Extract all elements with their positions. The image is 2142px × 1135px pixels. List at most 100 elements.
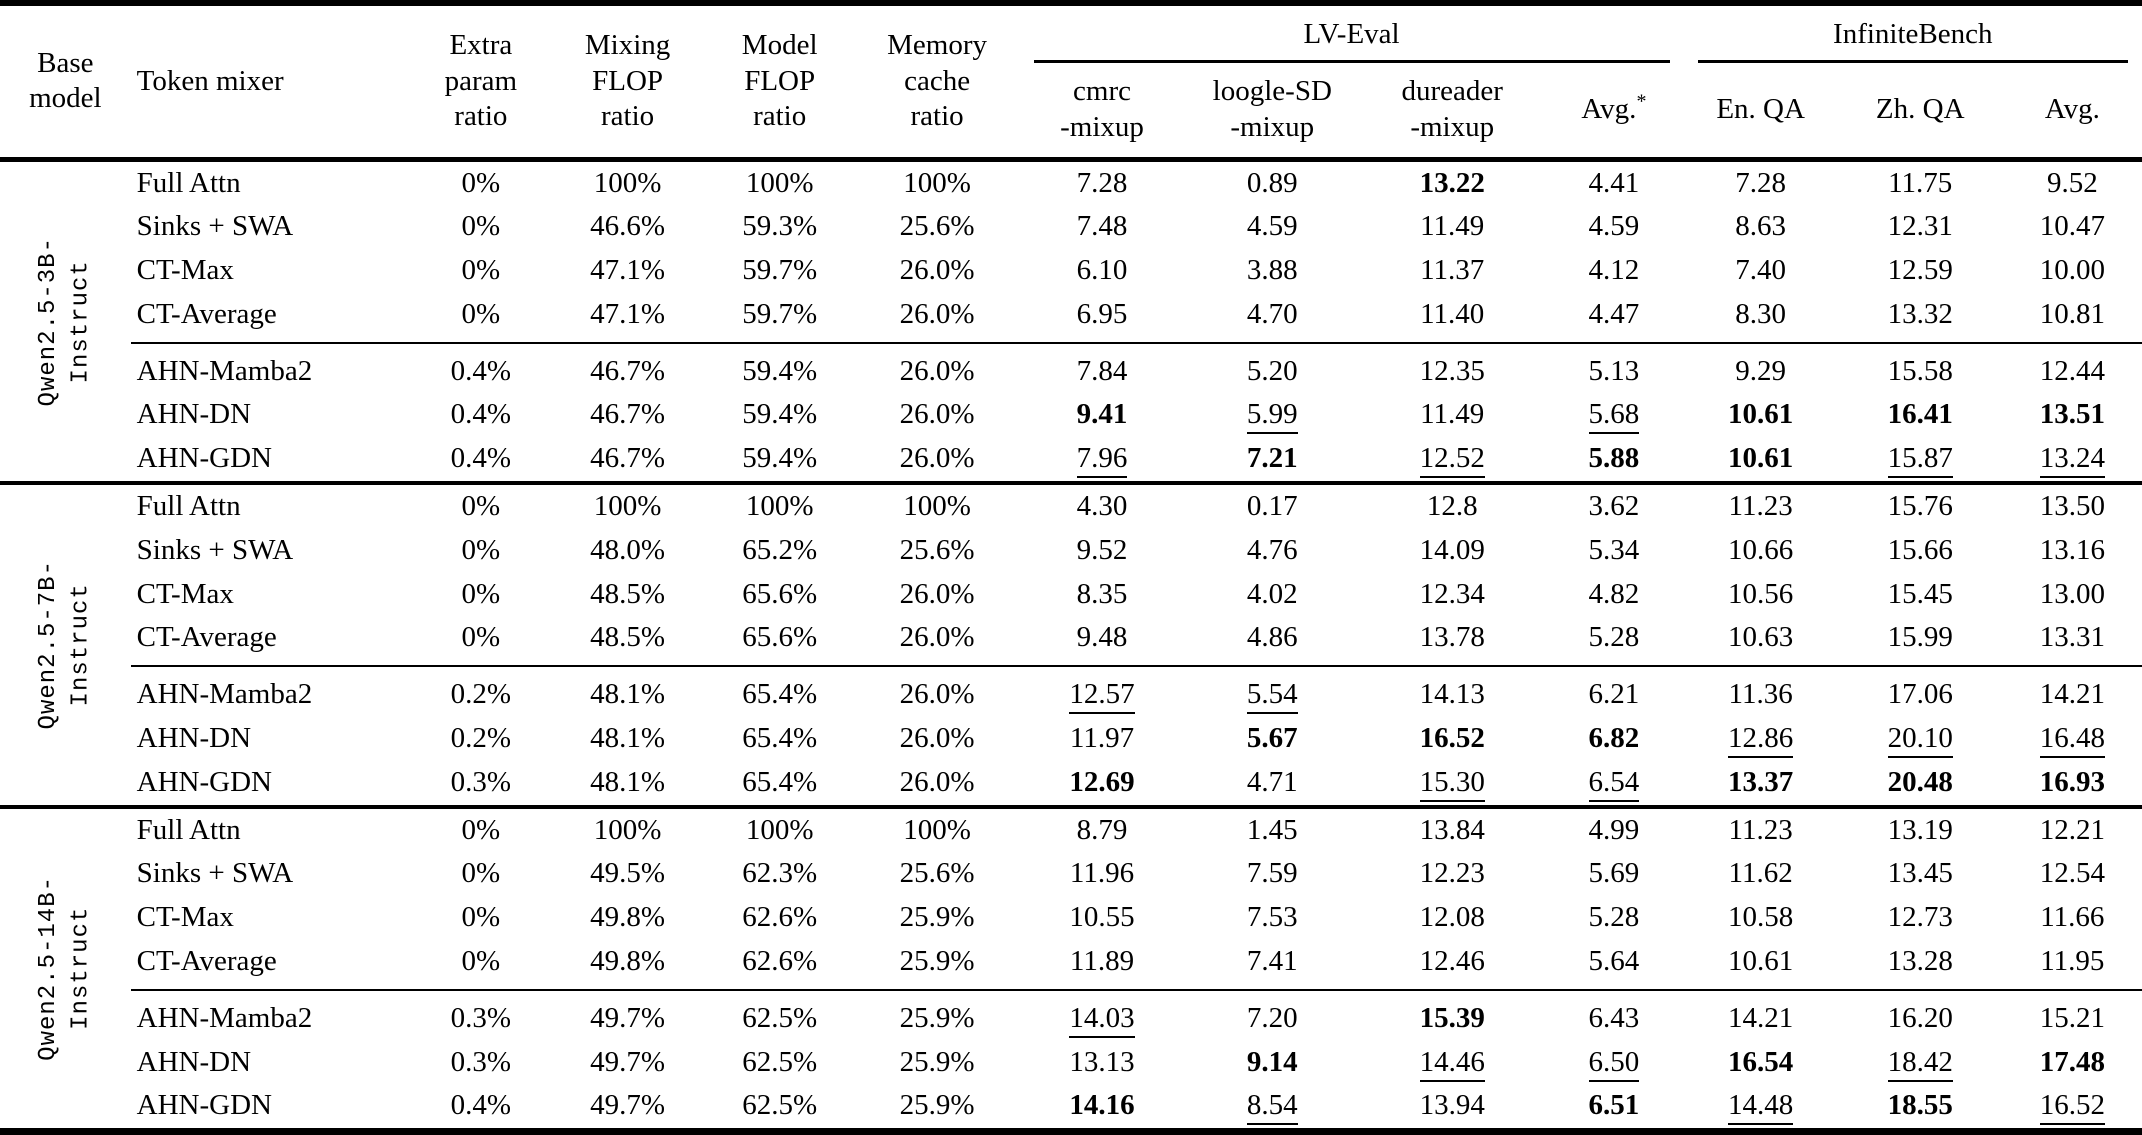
value-cell: 100% [903, 813, 971, 846]
value-cell: 9.52 [2046, 166, 2098, 199]
value-cell: 59.4% [742, 354, 818, 387]
value-cell: 0% [461, 577, 501, 610]
value-text: 20.48 [1887, 765, 1953, 798]
value-cell: 13.37 [1684, 761, 1838, 807]
value-cell: 48.5% [590, 577, 666, 610]
value-cell: 6.51 [1544, 1084, 1683, 1131]
value-cell: 13.22 [1360, 159, 1544, 205]
table-row: Qwen2.5-7B- Instruct Full Attn 0% 100% 100% 1… [0, 485, 2142, 730]
value-cell: 10.66 [1728, 533, 1794, 566]
value-cell: 14.09 [1419, 533, 1485, 566]
table-row: AHN-DN 0.2% 48.1% 65.4% 26.0% 11.97 5.67 16.52 6… [0, 717, 2142, 761]
value-cell: 14.16 [1020, 1084, 1185, 1131]
value-cell: 100% [593, 166, 662, 199]
value-cell: 1.45 [1246, 813, 1298, 846]
value-cell: 13.00 [2039, 577, 2105, 610]
value-cell: 11.40 [1420, 297, 1485, 330]
lv-eval-label: LV-Eval [1033, 18, 1670, 63]
value-cell: 17.48 [2003, 1041, 2142, 1085]
value-cell: 0% [461, 901, 501, 934]
column-header-extra-param-ratio: Extra param ratio [411, 3, 551, 162]
value-text: 16.52 [2039, 1089, 2105, 1126]
column-header-memory-cache-ratio: Memory cache ratio [854, 3, 1020, 162]
column-header-en-qa: En. QA [1683, 63, 1838, 162]
value-cell: 10.58 [1728, 901, 1794, 934]
value-text: 14.03 [1069, 1001, 1135, 1038]
value-cell: 10.56 [1728, 577, 1794, 610]
column-header-dureader-mixup: dureader -mixup [1360, 63, 1545, 162]
value-cell: 46.7% [590, 442, 666, 475]
base-model-label: Qwen2.5-14B- Instruct [34, 876, 95, 1061]
table-row: CT-Max 0% 49.8% 62.6% 25.9% 10.55 7.53 12.08 5.2… [0, 896, 2142, 940]
value-cell: 0.4% [450, 398, 512, 431]
value-text: 5.68 [1588, 398, 1640, 435]
value-cell: 13.24 [2003, 437, 2142, 483]
value-cell: 11.23 [1728, 490, 1793, 523]
value-text: 10.61 [1728, 442, 1794, 475]
value-cell: 25.9% [899, 1001, 975, 1034]
value-cell: 46.7% [590, 354, 666, 387]
base-model-label: Qwen2.5-7B- Instruct [34, 560, 95, 730]
value-cell: 8.30 [1735, 297, 1787, 330]
value-cell: 7.41 [1246, 945, 1298, 978]
value-cell: 20.10 [1838, 717, 2003, 761]
value-cell: 13.78 [1419, 621, 1485, 654]
value-cell: 25.9% [899, 945, 975, 978]
value-cell: 46.7% [590, 398, 666, 431]
column-header-base-model: Base model [0, 3, 131, 162]
value-cell: 5.28 [1588, 621, 1640, 654]
value-cell: 0.2% [450, 722, 512, 755]
value-cell: 4.47 [1588, 297, 1640, 330]
token-mixer-cell: AHN-DN [136, 722, 252, 755]
value-text: 7.96 [1076, 442, 1128, 479]
value-cell: 4.12 [1588, 254, 1640, 287]
table-row: AHN-GDN 0.3% 48.1% 65.4% 26.0% 12.69 4.71 15.30… [0, 761, 2142, 807]
value-cell: 65.4% [742, 678, 818, 711]
table-row: CT-Average 0% 48.5% 65.6% 26.0% 9.48 4.86 13.78… [0, 616, 2142, 660]
value-cell: 13.94 [1419, 1089, 1485, 1122]
value-text: 8.54 [1246, 1089, 1298, 1126]
value-cell: 65.6% [742, 577, 818, 610]
value-cell: 5.67 [1184, 717, 1360, 761]
token-mixer-cell: AHN-GDN [136, 765, 272, 798]
value-cell: 5.99 [1184, 393, 1360, 437]
token-mixer-cell: AHN-GDN [136, 1089, 272, 1122]
value-text: 16.93 [2039, 765, 2105, 798]
token-mixer-cell: CT-Average [136, 297, 277, 330]
value-cell: 12.46 [1419, 945, 1485, 978]
value-cell: 15.30 [1360, 761, 1544, 807]
token-mixer-cell: Sinks + SWA [136, 857, 294, 890]
value-cell: 6.82 [1544, 717, 1683, 761]
inner-rule-line [130, 988, 2142, 991]
value-cell: 62.6% [742, 901, 818, 934]
value-cell: 100% [903, 166, 971, 199]
column-header-token-mixer: Token mixer [130, 3, 412, 162]
token-mixer-cell: CT-Max [136, 577, 234, 610]
value-text: 7.21 [1246, 442, 1298, 475]
value-cell: 5.13 [1588, 354, 1640, 387]
value-text: 14.48 [1728, 1089, 1794, 1126]
value-text: 14.46 [1419, 1045, 1485, 1082]
value-cell: 26.0% [899, 297, 975, 330]
value-cell: 16.41 [1838, 393, 2003, 437]
value-cell: 16.52 [1360, 717, 1544, 761]
table-row: Qwen2.5-14B- Instruct Full Attn 0% 100% 100%… [0, 809, 2142, 1061]
value-cell: 26.0% [899, 765, 975, 798]
value-text: 13.22 [1419, 166, 1485, 199]
token-mixer-cell: CT-Average [136, 621, 277, 654]
value-cell: 12.08 [1419, 901, 1485, 934]
value-cell: 17.06 [1887, 678, 1953, 711]
value-cell: 25.6% [899, 857, 975, 890]
value-text: 18.42 [1887, 1045, 1953, 1082]
value-cell: 7.96 [1020, 437, 1185, 483]
value-cell: 0.4% [450, 442, 512, 475]
value-cell: 26.0% [899, 678, 975, 711]
table-row: Sinks + SWA 0% 46.6% 59.3% 25.6% 7.48 4.59 11.4… [0, 205, 2142, 249]
value-cell: 10.61 [1684, 393, 1838, 437]
value-cell: 4.76 [1246, 533, 1298, 566]
value-cell: 0% [461, 945, 501, 978]
value-text: 16.54 [1728, 1045, 1794, 1078]
value-cell: 12.44 [2039, 354, 2105, 387]
value-cell: 15.87 [1838, 437, 2003, 483]
